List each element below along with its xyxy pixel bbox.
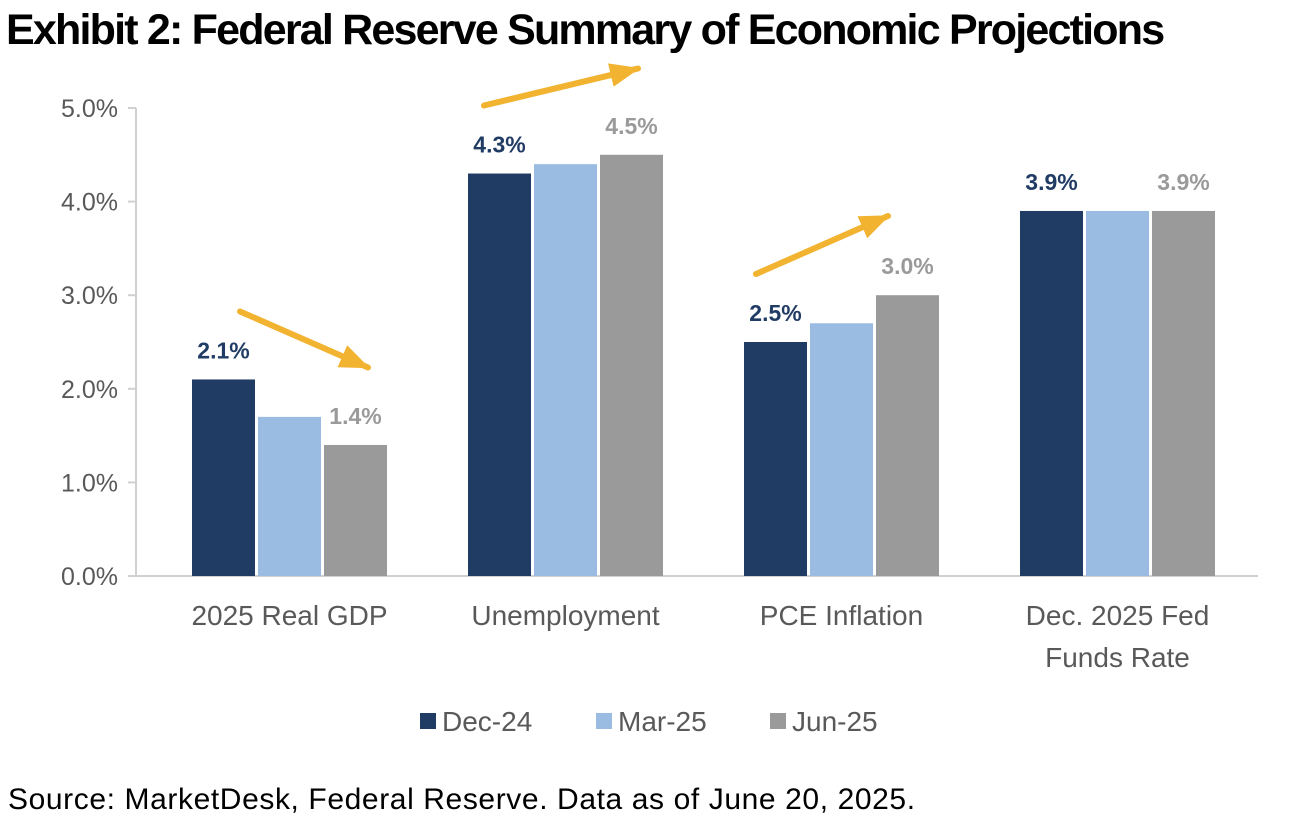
bar-dec-24-1 <box>192 379 255 576</box>
category-label: Dec. 2025 Fed <box>1026 600 1210 631</box>
data-label: 1.4% <box>329 403 381 429</box>
data-label: 4.3% <box>473 132 525 158</box>
bar-dec-24-4 <box>1020 210 1083 576</box>
bar-dec-24-2 <box>468 173 531 576</box>
y-tick-label: 3.0% <box>61 282 118 310</box>
bar-mar-25-2 <box>534 164 597 576</box>
legend-label: Jun-25 <box>792 706 878 737</box>
bar-chart: 0.0% 1.0% 2.0% 3.0% 4.0% 5.0% 2.1% 1.4% 4.3% 4.5… <box>61 63 1258 737</box>
y-tick-label: 0.0% <box>61 563 118 591</box>
legend: Dec-24 Mar-25 Jun-25 <box>420 706 878 737</box>
y-tick-label: 2.0% <box>61 376 118 404</box>
data-labels: 2.1% 1.4% 4.3% 4.5% 2.5% 3.0% 3.9% 3.9% <box>197 113 1209 429</box>
legend-swatch-dec-24 <box>420 713 436 729</box>
x-axis: 2025 Real GDP Unemployment PCE Inflation De… <box>191 600 1209 673</box>
bar-mar-25-4 <box>1086 210 1149 576</box>
trend-arrow-down <box>237 308 371 371</box>
trend-arrow-up <box>753 213 891 277</box>
category-label: Unemployment <box>471 600 660 631</box>
bars <box>192 154 1215 577</box>
data-label: 3.9% <box>1157 169 1209 195</box>
trend-arrows <box>237 63 891 371</box>
bar-mar-25-3 <box>810 323 873 576</box>
bar-jun-25-3 <box>876 295 939 576</box>
bar-jun-25-2 <box>600 154 663 577</box>
y-tick-label: 1.0% <box>61 469 118 497</box>
y-tick-label: 4.0% <box>61 189 118 217</box>
y-tick-label: 5.0% <box>61 95 118 123</box>
data-label: 4.5% <box>605 113 657 139</box>
category-label: Funds Rate <box>1045 642 1190 673</box>
data-label: 2.1% <box>197 337 249 363</box>
data-label: 3.9% <box>1025 169 1077 195</box>
category-label: PCE Inflation <box>760 600 923 631</box>
bar-jun-25-1 <box>324 444 387 576</box>
legend-label: Dec-24 <box>442 706 532 737</box>
source-note: Source: MarketDesk, Federal Reserve. Dat… <box>8 783 916 816</box>
y-axis: 0.0% 1.0% 2.0% 3.0% 4.0% 5.0% <box>61 95 137 591</box>
category-label: 2025 Real GDP <box>191 600 387 631</box>
data-label: 2.5% <box>749 300 801 326</box>
legend-label: Mar-25 <box>618 706 707 737</box>
bar-dec-24-3 <box>744 342 807 576</box>
trend-arrow-up <box>481 63 641 109</box>
legend-swatch-jun-25 <box>770 713 786 729</box>
data-label: 3.0% <box>881 253 933 279</box>
chart-title: Exhibit 2: Federal Reserve Summary of Ec… <box>6 6 1165 54</box>
bar-jun-25-4 <box>1152 210 1215 576</box>
bar-mar-25-1 <box>258 416 321 576</box>
legend-swatch-mar-25 <box>596 713 612 729</box>
